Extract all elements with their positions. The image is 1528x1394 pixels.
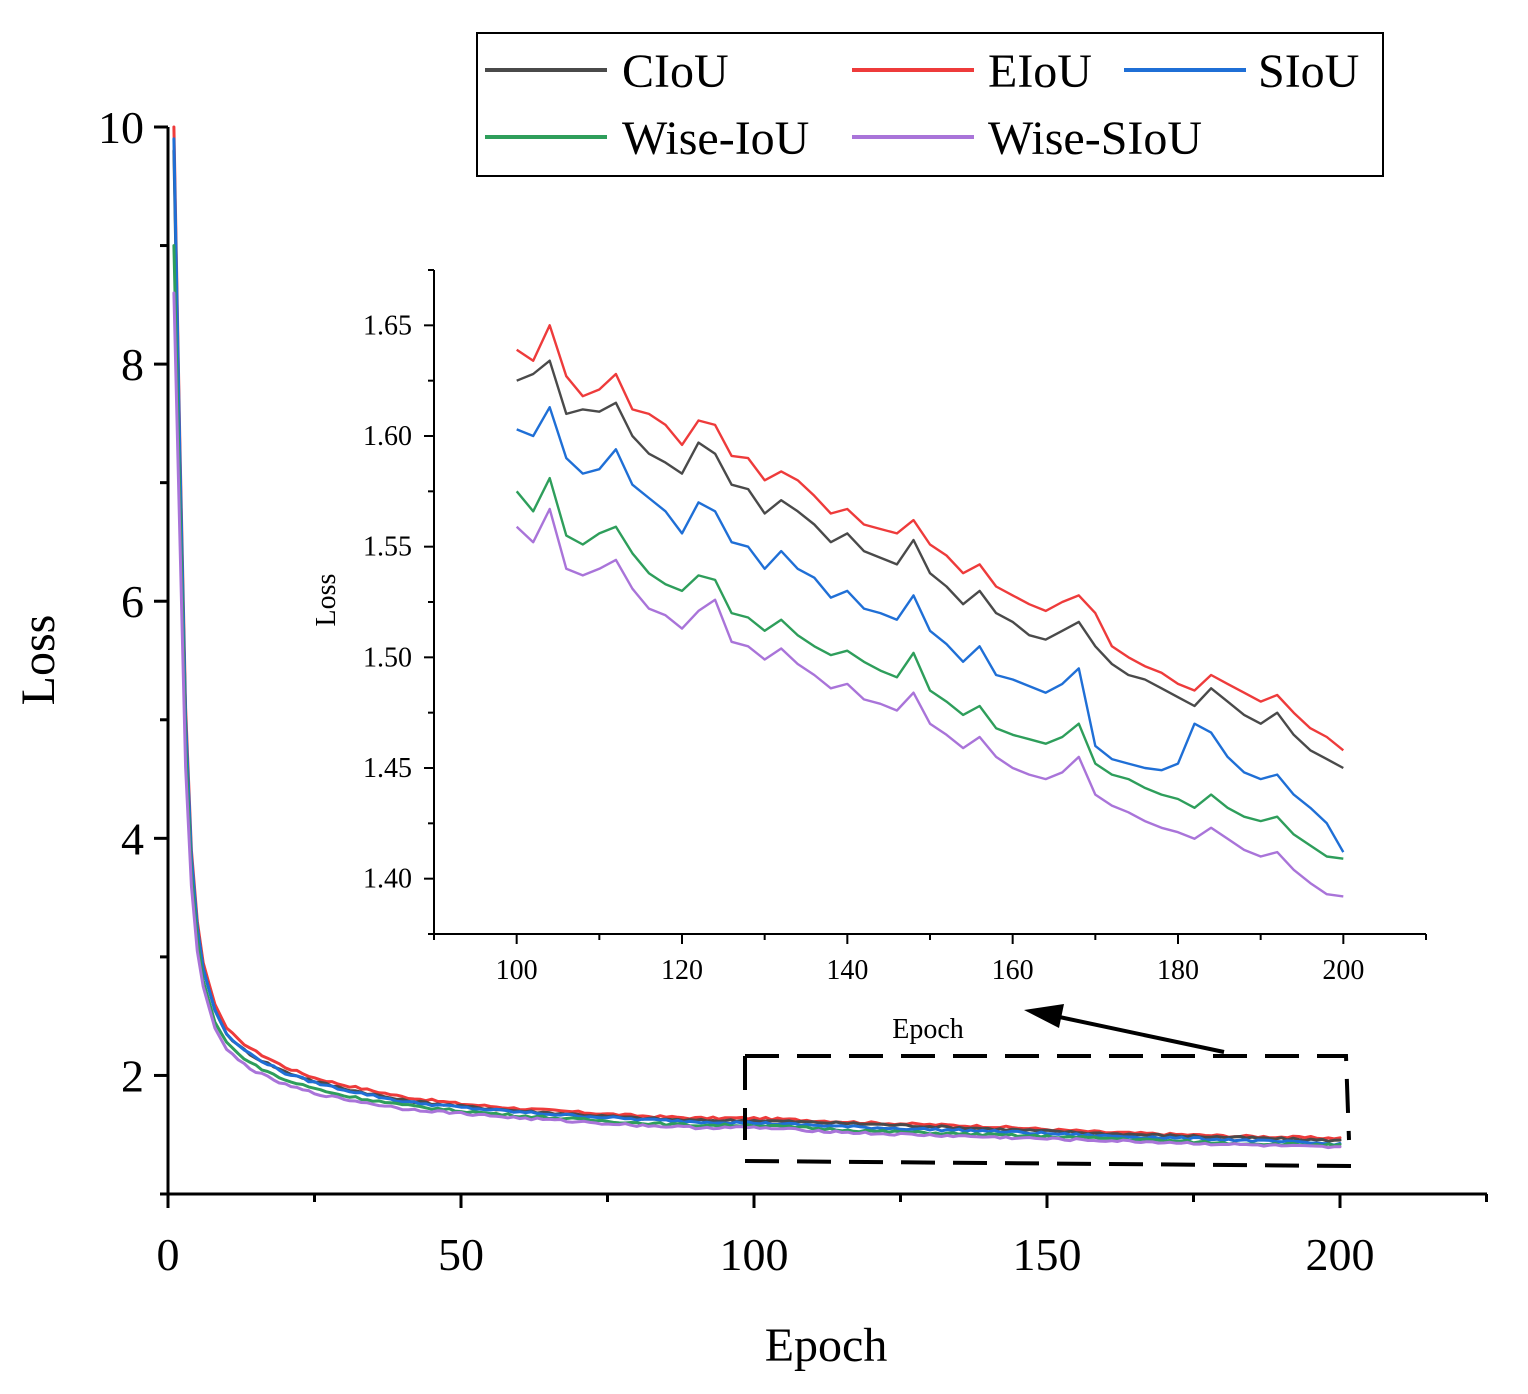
main-tick-labels: 0 50 100 150 200 2 4 6 8 10	[98, 102, 1375, 1280]
inset-series-line-wise-iou	[515, 476, 1344, 860]
inset-x-label: Epoch	[892, 1014, 964, 1045]
main-x-tick-label: 150	[1013, 1229, 1082, 1280]
legend-label-wise-iou: Wise-IoU	[622, 112, 809, 165]
zoom-annotation	[743, 1004, 1352, 1168]
inset-x-tick-label: 200	[1322, 955, 1364, 986]
main-y-tick-label: 10	[98, 102, 144, 153]
inset-series	[515, 324, 1345, 898]
main-x-tick-label: 200	[1306, 1229, 1375, 1280]
main-y-label: Loss	[12, 615, 65, 706]
zoom-arrow-head	[1024, 1004, 1064, 1028]
main-x-tick-label: 0	[157, 1229, 180, 1280]
main-series-line-eiou	[172, 125, 1342, 1141]
inset-series-line-eiou	[516, 324, 1345, 752]
inset-series-line-ciou	[516, 359, 1344, 770]
zoom-arrow-line	[1049, 1013, 1225, 1054]
main-x-tick-label: 50	[438, 1229, 484, 1280]
inset-series-line-wise-siou	[515, 507, 1344, 898]
inset-x-tick-label: 120	[661, 955, 703, 986]
inset-tick-labels: 100 120 140 160 180 200 1.40 1.45 1.50 1.55 1.60 1.…	[363, 310, 1364, 986]
main-y-tick-label: 2	[121, 1050, 144, 1101]
legend-label-wise-siou: Wise-SIoU	[988, 112, 1202, 165]
legend-items: CIoU EIoU SIoU Wise-IoU Wise-SIoU	[485, 45, 1359, 165]
inset-y-label: Loss	[311, 574, 342, 627]
inset-y-tick-label: 1.65	[363, 310, 412, 341]
main-series	[172, 125, 1342, 1150]
inset-chart: 100 120 140 160 180 200 1.40 1.45 1.50 1.55 1.60 1.…	[311, 268, 1428, 1045]
main-y-tick-label: 4	[121, 813, 144, 864]
main-axes: 0 50 100 150 200 2 4 6 8 10 Epoch Loss	[12, 102, 1488, 1372]
inset-background	[434, 268, 1428, 936]
main-x-label: Epoch	[765, 1319, 888, 1372]
legend-label-siou: SIoU	[1258, 45, 1359, 98]
main-y-tick-label: 6	[121, 576, 144, 627]
main-ticks	[154, 125, 1488, 1208]
main-y-tick-label: 8	[121, 339, 144, 390]
legend: CIoU EIoU SIoU Wise-IoU Wise-SIoU	[476, 32, 1384, 177]
main-x-tick-label: 100	[720, 1229, 789, 1280]
inset-y-tick-label: 1.45	[363, 753, 412, 784]
inset-y-tick-label: 1.55	[363, 532, 412, 563]
zoom-box	[743, 1054, 1352, 1168]
legend-label-eiou: EIoU	[988, 45, 1092, 98]
inset-ticks	[424, 269, 1427, 944]
inset-series-line-siou	[516, 406, 1345, 853]
inset-y-tick-label: 1.60	[363, 421, 412, 452]
inset-x-tick-label: 140	[826, 955, 868, 986]
inset-y-tick-label: 1.40	[363, 864, 412, 895]
inset-x-tick-label: 180	[1157, 955, 1199, 986]
main-series-line-wise-siou	[172, 291, 1342, 1150]
inset-y-tick-label: 1.50	[363, 642, 412, 673]
legend-frame	[476, 32, 1384, 177]
inset-x-tick-label: 100	[496, 955, 538, 986]
legend-label-ciou: CIoU	[622, 45, 729, 98]
inset-x-tick-label: 160	[992, 955, 1034, 986]
